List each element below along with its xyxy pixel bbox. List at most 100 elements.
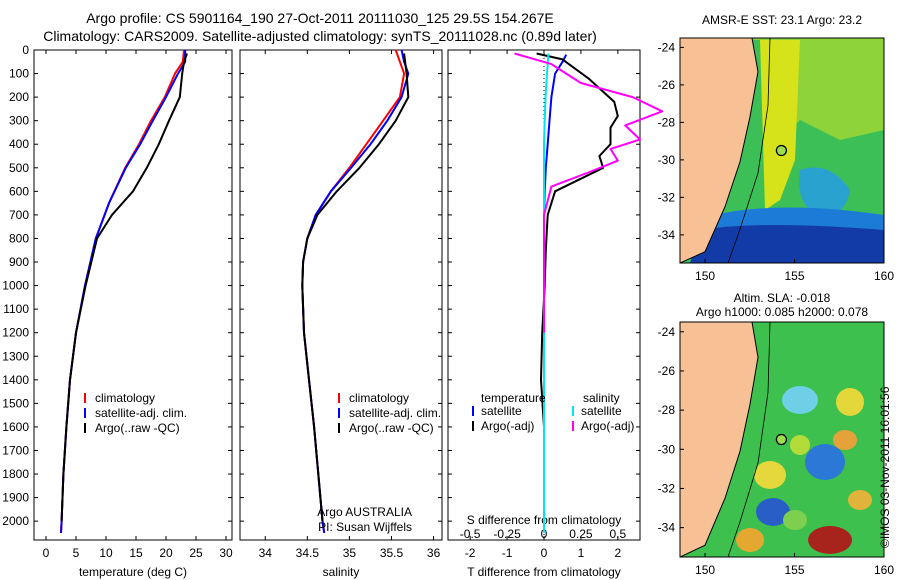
depth-tick-label: 800: [9, 231, 29, 245]
depth-tick-label: 2000: [2, 514, 29, 528]
shelf-contour: [727, 322, 771, 557]
depth-tick-label: 1400: [2, 373, 29, 387]
depth-tick-label: 1100: [3, 302, 29, 316]
legend-label: climatology: [95, 391, 155, 405]
series-line-salinity-argoadj: [514, 52, 664, 333]
cold-south-water: [690, 225, 884, 263]
x-tick-label: 25: [189, 546, 203, 560]
depth-tick-label: 1500: [2, 396, 29, 410]
series-line-temperature-argoadj: [536, 52, 619, 498]
x-tick-label: 1: [578, 546, 585, 560]
legend-group-title: temperature: [481, 391, 546, 405]
series-line-argorawqc: [301, 53, 410, 522]
depth-tick-label: 500: [9, 161, 29, 175]
depth-tick-label: 1800: [2, 467, 29, 481]
map-lat-label: -24: [658, 40, 676, 54]
map-frame: [679, 321, 885, 558]
x-tick-label: 15: [129, 546, 143, 560]
depth-tick-label: 1300: [2, 349, 29, 363]
sst-map-title: AMSR-E SST: 23.1 Argo: 23.2: [702, 13, 862, 27]
sla-eddy: [790, 435, 810, 455]
map-lon-label: 160: [874, 563, 894, 577]
x-tick-label: -1: [502, 546, 513, 560]
x-axis-label: temperature (deg C): [79, 565, 187, 579]
figure-subtitle: Climatology: CARS2009. Satellite-adjuste…: [43, 28, 597, 44]
legend-label: Argo(-adj): [581, 419, 634, 433]
depth-tick-label: 600: [9, 184, 29, 198]
land-australia: [680, 322, 759, 557]
annotation-text: Argo AUSTRALIA: [317, 505, 412, 519]
map-lat-label: -26: [658, 78, 676, 92]
sla-eddy: [754, 461, 786, 489]
secondary-tick-label: -0.5: [460, 527, 481, 541]
x-tick-label: 5: [73, 546, 80, 560]
sla-eddy: [782, 386, 818, 414]
depth-tick-label: 1200: [2, 326, 29, 340]
sla-eddy: [833, 430, 857, 450]
map-lon-label: 150: [695, 563, 715, 577]
cool-eddy: [799, 167, 850, 216]
x-tick-label: 34.5: [296, 546, 320, 560]
argo-float-marker: [775, 144, 788, 157]
sla-eddy: [783, 510, 807, 530]
map-lat-label: -32: [658, 190, 676, 204]
map-lat-label: -32: [658, 481, 676, 495]
sla-eddy: [805, 444, 845, 480]
map-frame: [679, 37, 885, 264]
x-tick-label: -2: [465, 546, 476, 560]
argo-float-marker: [775, 433, 788, 446]
sla-eddy: [736, 528, 764, 552]
map-lon-label: 155: [785, 269, 805, 283]
x-tick-label: 0: [541, 546, 548, 560]
secondary-tick-label: -0.25: [493, 527, 521, 541]
x-tick-label: 30: [219, 546, 233, 560]
map-lat-label: -24: [658, 325, 676, 339]
secondary-tick-label: 0.25: [569, 527, 593, 541]
depth-tick-label: 1900: [2, 491, 29, 505]
legend-label: satellite-adj. clim.: [95, 406, 187, 420]
sla-eddy: [836, 388, 864, 416]
plot-frame-temperature: [33, 49, 233, 541]
map-lon-label: 155: [785, 563, 805, 577]
legend-label: Argo(-adj): [481, 419, 534, 433]
sla-eddy: [848, 490, 872, 510]
x-tick-label: 35.5: [380, 546, 404, 560]
legend-label: satellite: [481, 404, 522, 418]
legend-label: climatology: [349, 391, 409, 405]
map-lat-label: -28: [658, 403, 676, 417]
series-line-salinity-satellite: [543, 53, 550, 533]
map-lat-label: -30: [658, 153, 676, 167]
map-lat-label: -28: [658, 115, 676, 129]
depth-tick-label: 400: [9, 137, 29, 151]
legend-label: satellite: [581, 404, 622, 418]
sla-map-subtitle: Argo h1000: 0.085 h2000: 0.078: [696, 305, 868, 319]
map-lon-label: 150: [695, 269, 715, 283]
depth-tick-label: 1600: [2, 420, 29, 434]
legend-label: Argo(..raw -QC): [349, 421, 434, 435]
sla-map: [679, 321, 885, 558]
sla-eddy: [756, 498, 790, 526]
x-tick-label: 20: [159, 546, 173, 560]
depth-tick-label: 900: [9, 255, 29, 269]
x-tick-label: 0: [43, 546, 50, 560]
map-lon-label: 160: [874, 269, 894, 283]
depth-tick-label: 300: [9, 114, 29, 128]
map-lat-label: -34: [658, 521, 676, 535]
legend-label: satellite-adj. clim.: [349, 406, 441, 420]
depth-tick-label: 700: [9, 208, 29, 222]
legend-label: Argo(..raw -QC): [95, 421, 180, 435]
x-tick-label: 35: [343, 546, 357, 560]
depth-tick-label: 0: [22, 43, 29, 57]
x-axis-label: T difference from climatology: [467, 565, 621, 579]
sst-map: [679, 37, 885, 264]
map-lat-label: -26: [658, 364, 676, 378]
x-tick-label: 36: [427, 546, 441, 560]
depth-tick-label: 200: [9, 90, 29, 104]
plot-frame-salinity: [239, 49, 443, 541]
depth-tick-label: 100: [9, 67, 29, 81]
depth-tick-label: 1000: [2, 279, 29, 293]
x-tick-label: 10: [99, 546, 113, 560]
figure-title: Argo profile: CS 5901164_190 27-Oct-2011…: [86, 10, 554, 26]
map-lat-label: -30: [658, 442, 676, 456]
